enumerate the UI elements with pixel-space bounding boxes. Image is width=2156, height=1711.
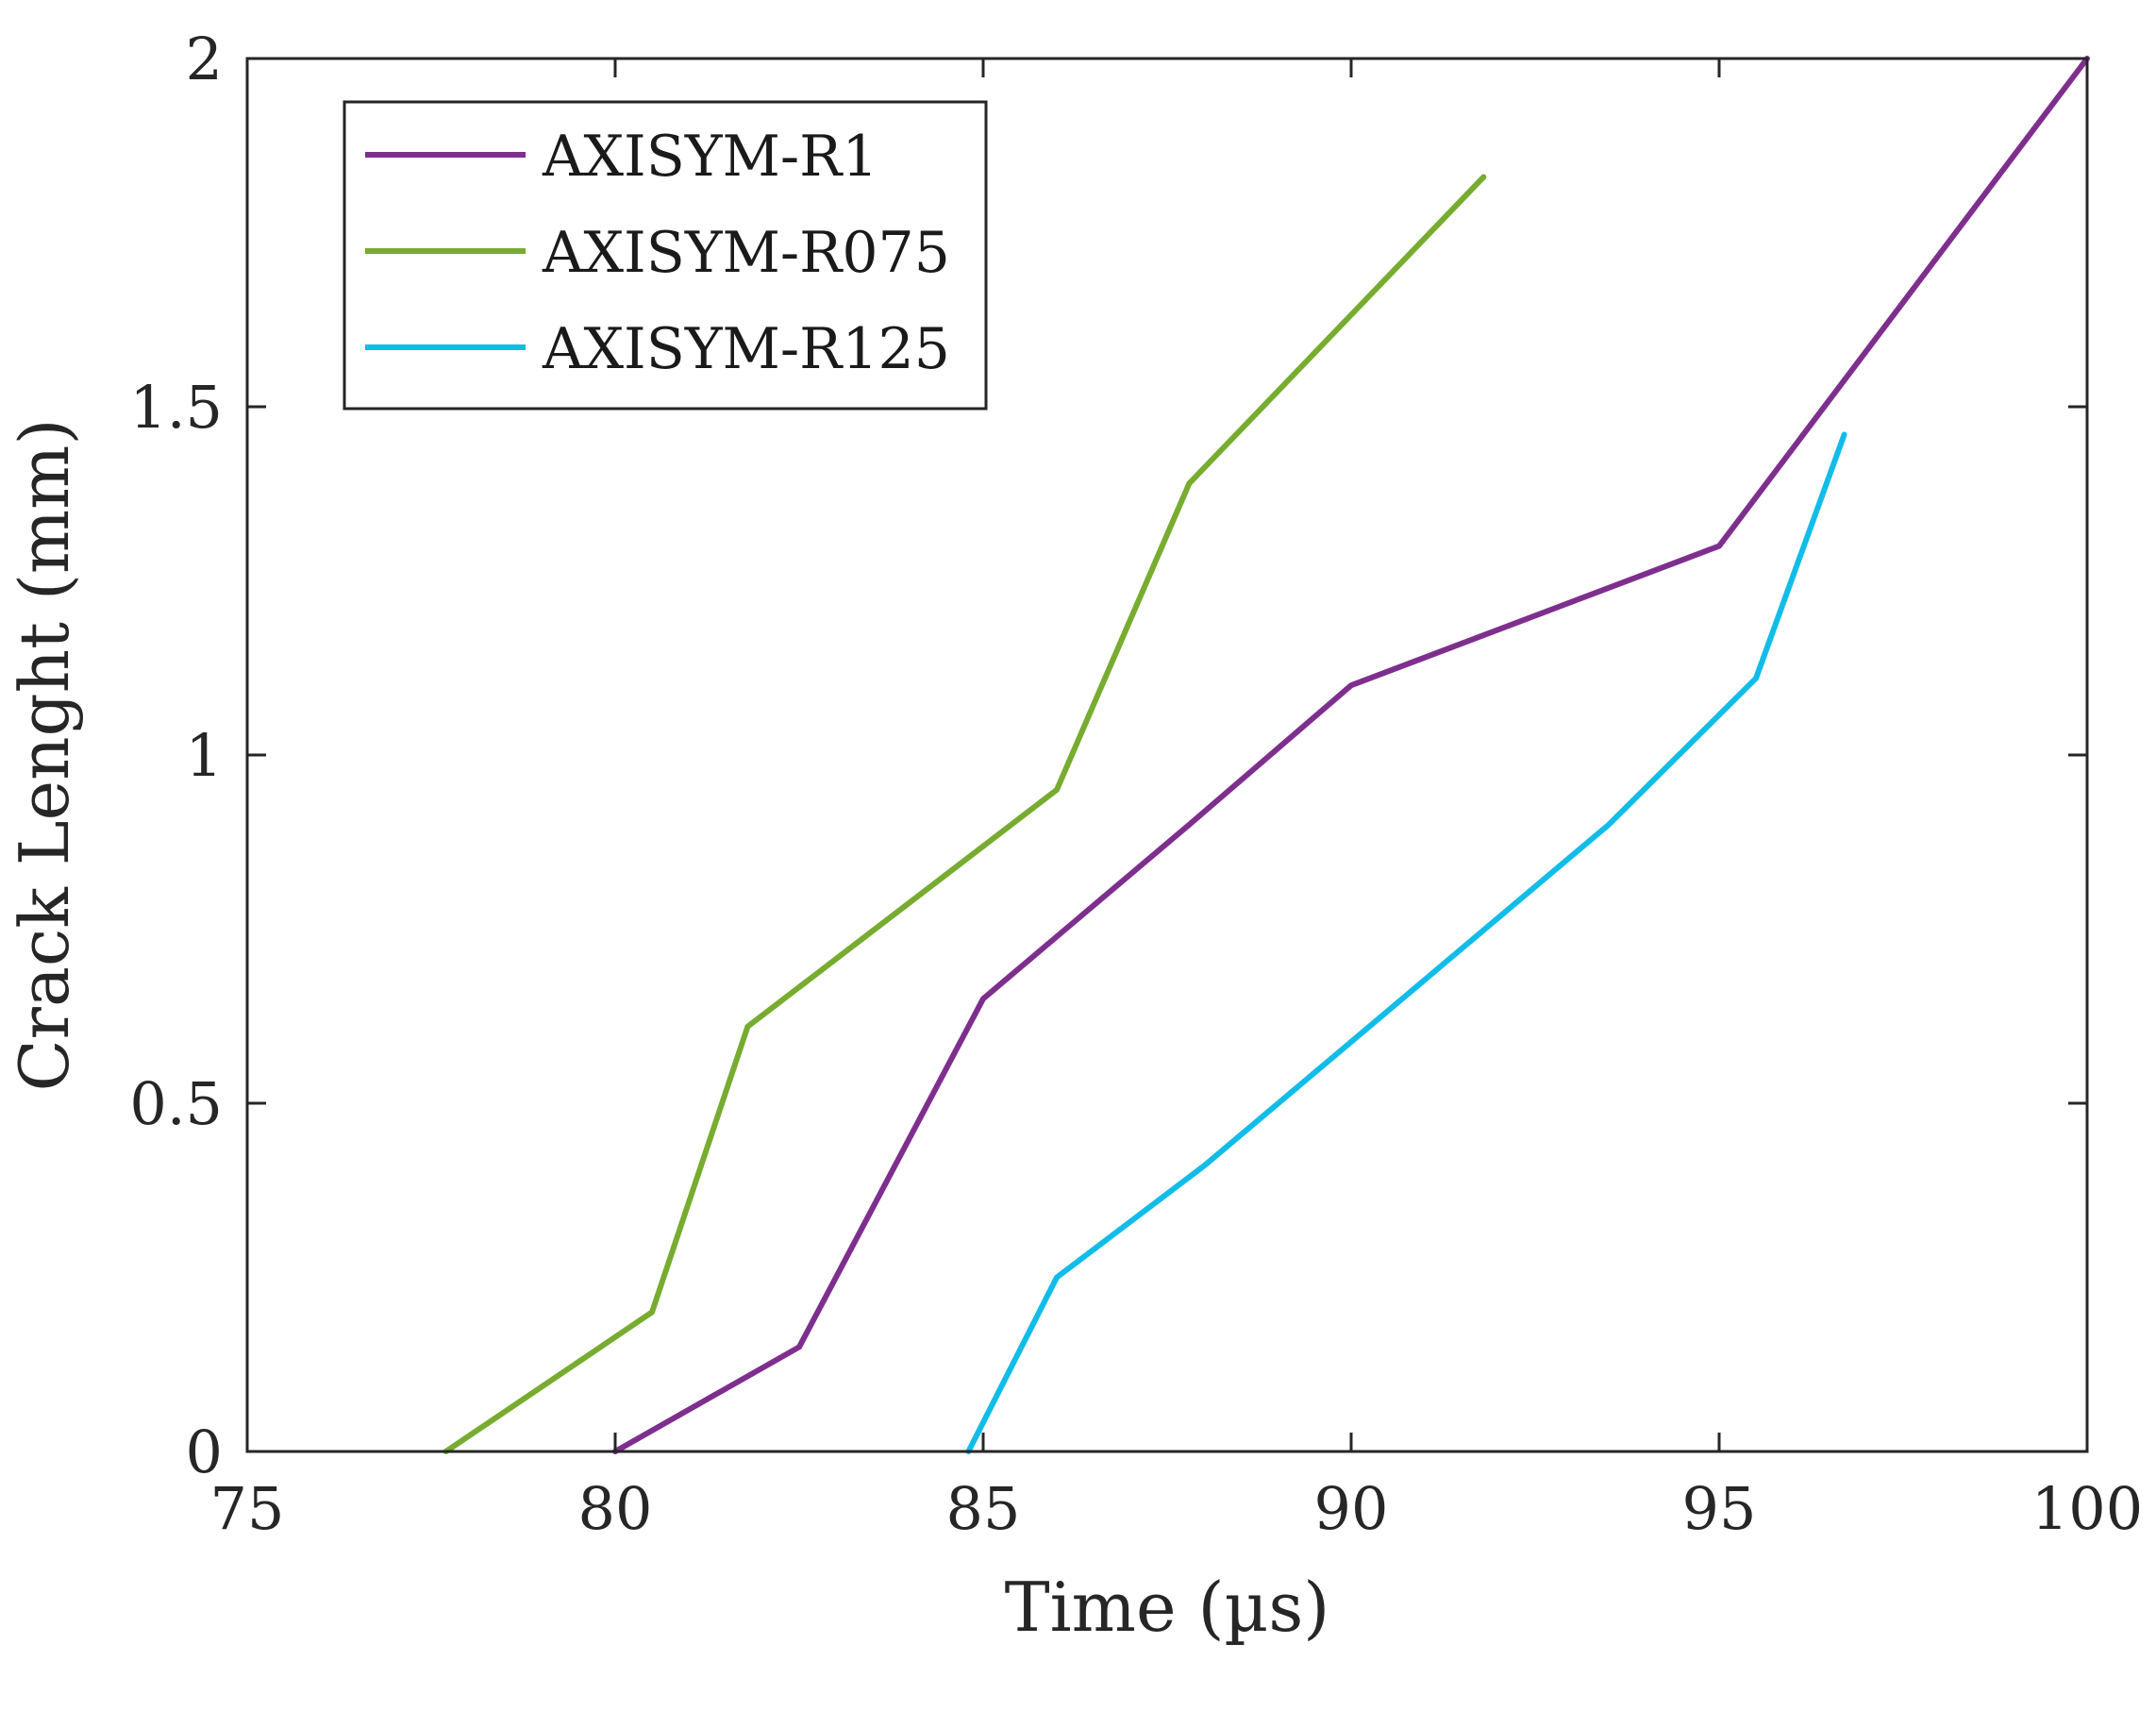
y-tick-label: 0	[186, 1417, 223, 1486]
y-tick-label: 1.5	[129, 373, 223, 442]
legend-label: AXISYM-R075	[542, 220, 950, 286]
y-tick-label: 0.5	[129, 1069, 223, 1138]
y-tick-label: 1	[186, 721, 223, 790]
series-line-axisym-r075	[443, 174, 1487, 1454]
x-axis-title: Time (µs)	[1005, 1568, 1330, 1647]
legend-label: AXISYM-R125	[542, 316, 950, 382]
x-tick-label: 90	[1314, 1474, 1389, 1543]
plot-lines	[443, 56, 2090, 1454]
tick-labels: 75 80 85 90 95 100 0 0.5 1 1.5 2	[129, 25, 2143, 1543]
y-tick-label: 2	[186, 25, 223, 93]
x-tick-label: 75	[210, 1474, 285, 1543]
x-tick-label: 85	[946, 1474, 1021, 1543]
x-tick-label: 100	[2031, 1474, 2143, 1543]
legend: AXISYM-R1 AXISYM-R075 AXISYM-R125	[343, 100, 988, 411]
y-axis-title: Crack Lenght (mm)	[5, 418, 84, 1091]
legend-label: AXISYM-R1	[542, 124, 878, 190]
x-tick-label: 80	[578, 1474, 653, 1543]
axis-ticks	[245, 57, 2089, 1453]
series-line-axisym-r125	[965, 431, 1847, 1454]
series-line-axisym-r1	[612, 56, 2090, 1454]
x-tick-label: 95	[1682, 1474, 1757, 1543]
